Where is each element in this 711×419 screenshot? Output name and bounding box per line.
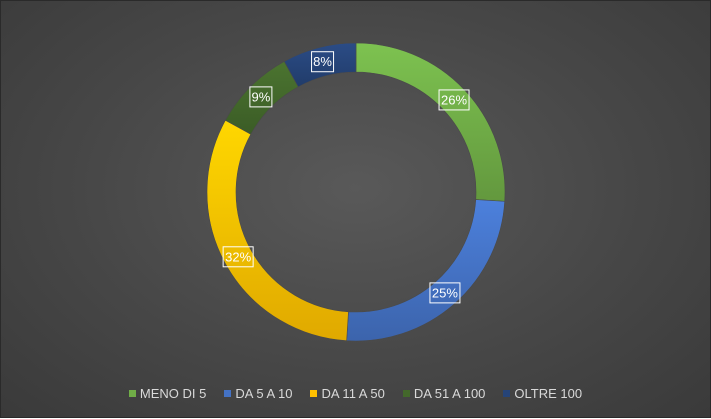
data-label-box [249, 86, 273, 108]
donut-slice-0 [355, 42, 506, 202]
data-label-text: 9% [251, 89, 270, 104]
legend-swatch [128, 390, 136, 397]
legend-swatch [310, 390, 318, 397]
donut-slice-4 [283, 42, 357, 88]
legend-item-1: DA 5 A 10 [224, 386, 292, 401]
data-label-3: 9% [249, 86, 273, 108]
legend-label: OLTRE 100 [514, 386, 583, 401]
data-label-2: 32% [222, 246, 254, 268]
data-label-box [429, 282, 461, 304]
data-label-box [311, 51, 335, 73]
legend-label: DA 51 A 100 [413, 386, 486, 401]
legend: MENO DI 5 DA 5 A 10 DA 11 A 50 DA 51 A 100 O… [1, 386, 710, 401]
donut-slice-2 [206, 119, 349, 342]
legend-label: DA 5 A 10 [235, 386, 293, 401]
legend-item-3: DA 51 A 100 [402, 386, 486, 401]
data-label-box [438, 89, 470, 111]
legend-swatch [402, 390, 410, 397]
data-label-text: 26% [441, 92, 467, 107]
data-label-4: 8% [311, 51, 335, 73]
legend-label: DA 11 A 50 [321, 386, 385, 401]
data-label-text: 32% [225, 249, 251, 264]
data-label-1: 25% [429, 282, 461, 304]
legend-label: MENO DI 5 [139, 386, 207, 401]
data-label-box [222, 246, 254, 268]
legend-swatch [503, 390, 511, 397]
data-label-text: 8% [313, 54, 332, 69]
legend-item-4: OLTRE 100 [503, 386, 582, 401]
legend-item-2: DA 11 A 50 [310, 386, 385, 401]
legend-swatch [224, 390, 232, 397]
data-label-text: 25% [432, 285, 458, 300]
data-label-0: 26% [438, 89, 470, 111]
donut-slice-1 [346, 199, 506, 342]
legend-item-0: MENO DI 5 [128, 386, 207, 401]
